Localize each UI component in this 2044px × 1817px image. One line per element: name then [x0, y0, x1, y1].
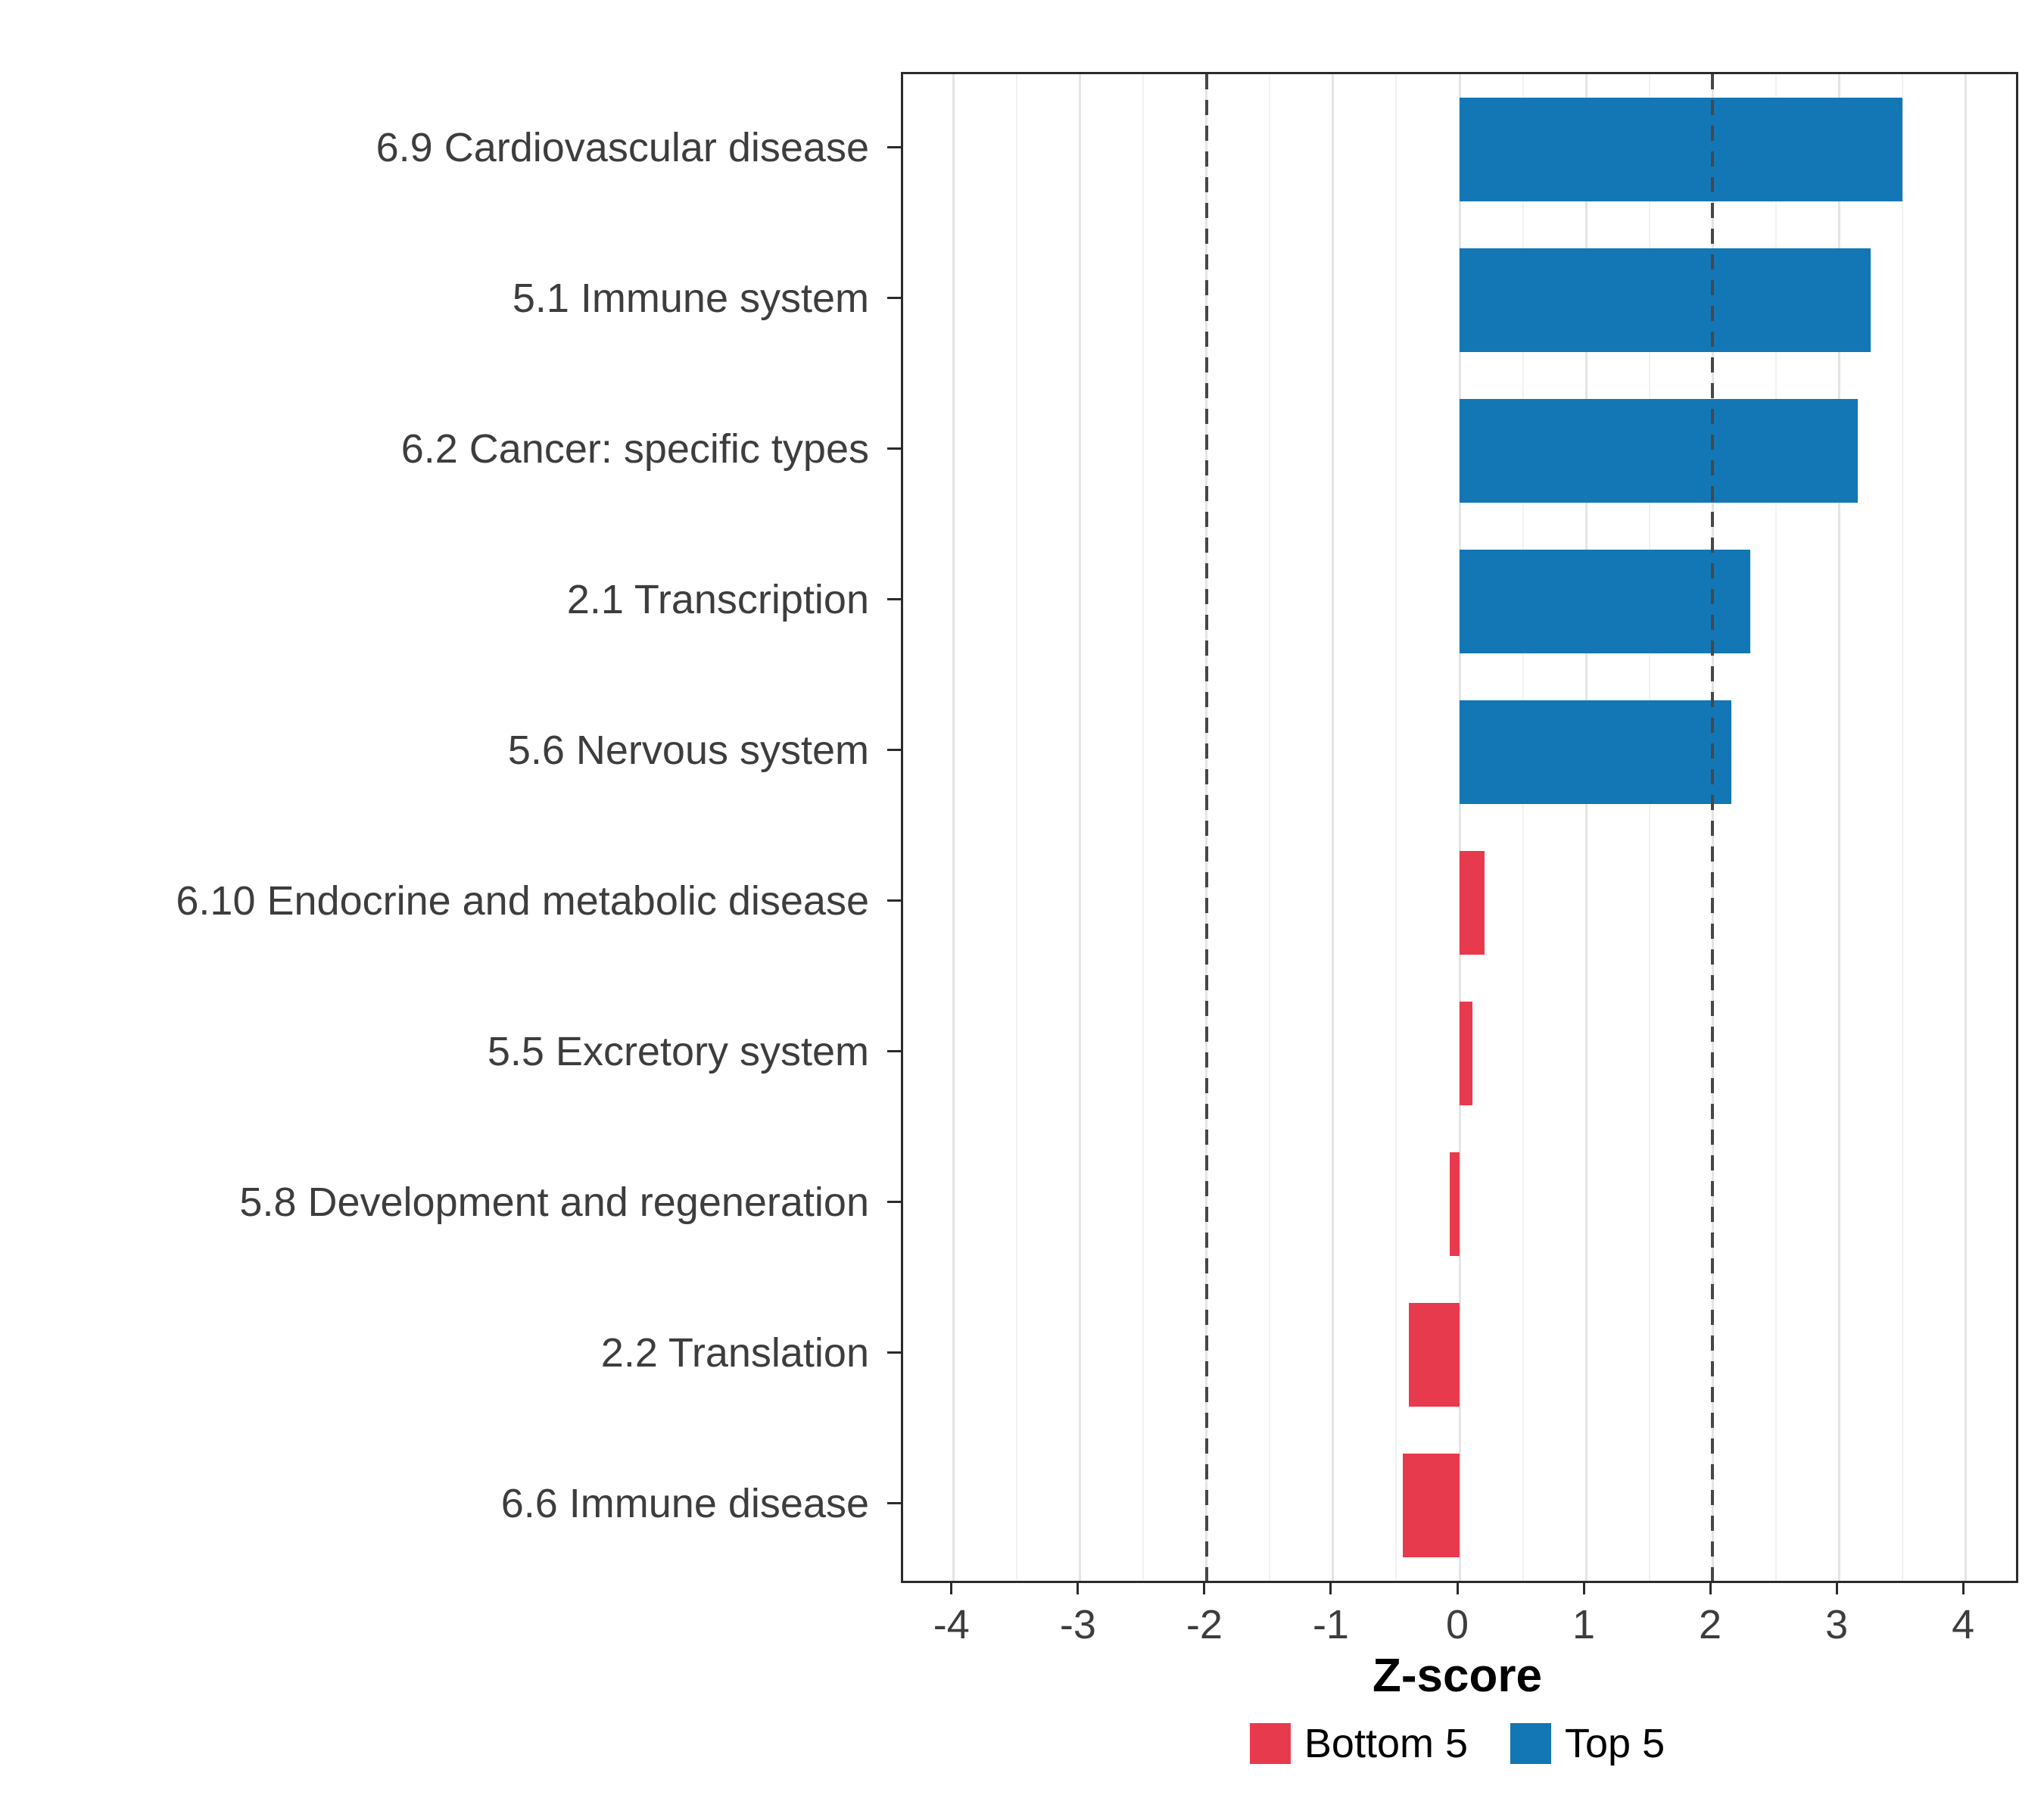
legend-item: Bottom 5 — [1249, 1720, 1468, 1767]
legend-label: Top 5 — [1565, 1721, 1665, 1766]
bar — [1402, 1453, 1460, 1558]
y-axis-category-label: 6.10 Endocrine and metabolic disease — [176, 877, 869, 924]
y-axis-category-label: 2.1 Transcription — [566, 576, 869, 622]
y-axis-category-label: 5.5 Excretory system — [487, 1028, 869, 1074]
gridline-major — [1584, 74, 1588, 1581]
legend-label: Bottom 5 — [1304, 1721, 1468, 1766]
y-axis-category-label: 5.1 Immune system — [512, 275, 869, 321]
bar — [1460, 398, 1859, 503]
x-axis-tick-label: -3 — [1059, 1602, 1096, 1647]
x-axis-tick-label: 4 — [1952, 1602, 1975, 1647]
legend: Bottom 5 Top 5 — [901, 1720, 2014, 1767]
bar — [1449, 1152, 1460, 1257]
y-axis-category-label: 6.6 Immune disease — [500, 1480, 869, 1526]
x-axis-tick — [1582, 1581, 1585, 1594]
gridline-minor — [1142, 74, 1145, 1581]
y-axis-tick — [887, 1050, 901, 1052]
x-axis-tick — [1709, 1581, 1712, 1594]
bar — [1460, 700, 1732, 805]
y-axis-tick — [887, 749, 901, 751]
bar — [1460, 97, 1902, 202]
reference-line — [1711, 74, 1715, 1581]
legend-swatch — [1510, 1723, 1551, 1764]
legend-swatch — [1249, 1723, 1291, 1764]
x-axis-tick — [950, 1581, 953, 1594]
y-axis-tick — [887, 447, 901, 450]
x-axis-tick — [1961, 1581, 1965, 1594]
y-axis-tick — [887, 297, 901, 299]
x-axis-tick — [1835, 1581, 1838, 1594]
x-axis-tick — [1329, 1581, 1332, 1594]
y-axis-category-label: 2.2 Translation — [600, 1329, 869, 1376]
y-axis-category-label: 5.8 Development and regeneration — [239, 1179, 869, 1225]
x-axis-tick — [1456, 1581, 1459, 1594]
gridline-minor — [1269, 74, 1271, 1581]
plot-panel — [901, 72, 2018, 1583]
x-axis-tick-label: -4 — [933, 1602, 970, 1647]
y-axis-tick — [887, 1201, 901, 1203]
bar — [1460, 248, 1871, 353]
gridline-minor — [1522, 74, 1524, 1581]
bar — [1409, 1302, 1460, 1407]
legend-item: Top 5 — [1510, 1720, 1665, 1767]
y-axis-category-label: 6.2 Cancer: specific types — [400, 425, 869, 472]
x-axis-tick-label: 0 — [1445, 1602, 1469, 1647]
reference-line — [1204, 74, 1208, 1581]
bar — [1460, 549, 1751, 654]
gridline-major — [952, 74, 955, 1581]
bar — [1460, 1001, 1472, 1106]
gridline-major — [1964, 74, 1967, 1581]
x-axis-tick-label: -1 — [1312, 1602, 1349, 1647]
gridline-major — [1458, 74, 1461, 1581]
gridline-minor — [1774, 74, 1777, 1581]
y-axis-tick — [887, 1351, 901, 1354]
x-axis-tick — [1077, 1581, 1080, 1594]
y-axis-category-label: 5.6 Nervous system — [507, 727, 869, 773]
y-axis-tick — [887, 146, 901, 148]
x-axis-title: Z-score — [1373, 1650, 1542, 1702]
y-axis-tick — [887, 899, 901, 902]
x-axis-tick-label: 3 — [1825, 1602, 1849, 1647]
gridline-minor — [1016, 74, 1018, 1581]
gridline-major — [1079, 74, 1082, 1581]
gridline-minor — [1648, 74, 1650, 1581]
y-axis-tick — [887, 1502, 901, 1504]
bar — [1460, 850, 1485, 955]
x-axis-tick-label: -2 — [1186, 1602, 1223, 1647]
gridline-minor — [1901, 74, 1903, 1581]
y-axis-category-label: 6.9 Cardiovascular disease — [375, 124, 869, 170]
x-axis-tick — [1203, 1581, 1206, 1594]
y-axis-tick — [887, 598, 901, 600]
gridline-minor — [1395, 74, 1397, 1581]
gridline-major — [1332, 74, 1335, 1581]
gridline-major — [1837, 74, 1840, 1581]
x-axis-tick-label: 1 — [1572, 1602, 1596, 1647]
x-axis-tick-label: 2 — [1699, 1602, 1722, 1647]
